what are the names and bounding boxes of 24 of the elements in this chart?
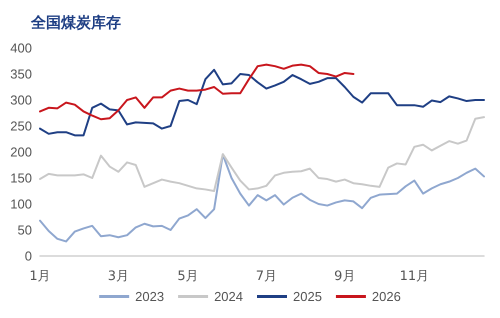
y-tick-label: 100 <box>10 196 32 212</box>
y-tick-label: 150 <box>10 170 32 186</box>
y-tick-label: 350 <box>10 66 32 82</box>
legend-label: 2026 <box>372 289 401 304</box>
line-series <box>39 68 485 136</box>
x-tick-label: 5月 <box>177 269 199 284</box>
x-tick-label: 1月 <box>29 269 51 284</box>
x-tick-label: 9月 <box>334 269 356 284</box>
line-series <box>39 64 354 120</box>
line-series <box>39 154 485 242</box>
legend-label: 2023 <box>135 289 164 304</box>
y-tick-label: 400 <box>10 40 32 56</box>
chart-title: 全国煤炭库存 <box>30 14 121 32</box>
x-tick-label: 7月 <box>256 269 277 284</box>
legend-label: 2025 <box>293 289 322 304</box>
legend-label: 2024 <box>214 289 243 304</box>
y-tick-label: 250 <box>10 118 32 134</box>
x-tick-label: 3月 <box>108 269 129 284</box>
line-series <box>39 116 485 192</box>
y-tick-label: 300 <box>10 92 32 108</box>
y-tick-label: 0 <box>24 248 32 264</box>
y-tick-label: 50 <box>18 222 32 238</box>
x-tick-label: 11月 <box>400 269 430 284</box>
y-tick-label: 200 <box>10 144 32 160</box>
